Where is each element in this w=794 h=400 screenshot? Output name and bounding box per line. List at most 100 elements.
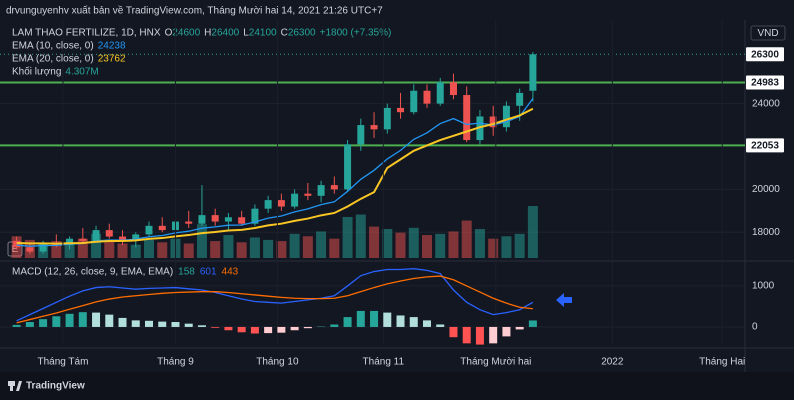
- logo-part: [10, 386, 13, 391]
- candle-body: [277, 200, 285, 207]
- histogram-bar: [502, 326, 511, 337]
- level-tag: [746, 138, 784, 153]
- histogram-bar: [290, 326, 299, 331]
- candle-body: [66, 238, 74, 246]
- candle-body: [119, 236, 127, 241]
- candle-body: [529, 54, 537, 91]
- x-tick-label: 2022: [601, 357, 624, 368]
- volume-bar: [236, 242, 247, 258]
- footer-brand: TradingView: [26, 381, 85, 392]
- legend-change: +1800 (+7.35%): [320, 28, 392, 39]
- x-tick-label: Tháng 9: [157, 357, 194, 368]
- volume-bar: [183, 243, 194, 258]
- histogram-bar: [118, 317, 127, 327]
- x-tick-label: Tháng 10: [256, 357, 299, 368]
- histogram-bar: [237, 326, 246, 333]
- volume-bar: [263, 239, 274, 258]
- histogram-bar: [171, 322, 180, 327]
- candle-body: [238, 217, 246, 224]
- histogram-bar: [264, 326, 273, 334]
- volume-bar: [474, 229, 485, 258]
- x-tick-label: Tháng Tám: [37, 357, 88, 368]
- legend-ohlc-value: 26300: [288, 28, 316, 39]
- legend-ohlc-value: 24100: [249, 28, 277, 39]
- legend-ohlc-value: 24600: [172, 28, 200, 39]
- y-tick-label: 0: [752, 322, 758, 333]
- volume-bar: [302, 236, 313, 258]
- legend-ohlc-letter: H: [204, 28, 211, 39]
- histogram-bar: [65, 313, 74, 327]
- legend-volume-name: Khối lượng: [12, 66, 61, 78]
- volume-bar: [104, 241, 115, 258]
- candle-body: [251, 208, 259, 224]
- ema-line: [16, 107, 534, 245]
- candle-body: [158, 225, 166, 231]
- last-price-label: 26300: [751, 49, 779, 60]
- volume-bar: [210, 241, 221, 258]
- x-tick-label: Tháng Mười hai: [460, 357, 531, 368]
- volume-bar: [249, 237, 260, 258]
- histogram-bar: [515, 326, 524, 330]
- histogram-bar: [105, 314, 114, 327]
- last-price-tag: [746, 47, 784, 62]
- legend-ohlc-letter: C: [281, 28, 288, 39]
- candle-body: [344, 144, 352, 190]
- histogram-bar: [250, 326, 259, 334]
- volume-bar: [488, 238, 499, 258]
- candle-body: [198, 215, 206, 224]
- legend-macd-value: 158: [178, 267, 195, 278]
- candle-body: [383, 107, 391, 130]
- histogram-bar: [475, 326, 484, 345]
- histogram-bar: [12, 324, 21, 327]
- histogram-bar: [144, 320, 153, 327]
- level-tag-label: 24983: [751, 78, 779, 89]
- candle-body: [13, 240, 21, 248]
- volume-bar: [514, 233, 525, 258]
- histogram-bar: [211, 326, 220, 328]
- histogram-bar: [158, 321, 167, 327]
- legend-volume-value: 4.307M: [65, 67, 98, 78]
- logo-part: [16, 381, 22, 391]
- volume-bar: [329, 238, 340, 258]
- x-tick-label: Tháng Hai: [699, 357, 745, 368]
- pointer-arrow: [556, 293, 572, 307]
- candle-body: [224, 217, 232, 222]
- histogram-bar: [92, 312, 101, 327]
- y-tick-label: 24000: [752, 98, 780, 109]
- y-tick-label: 20000: [752, 184, 780, 195]
- candle-body: [370, 125, 378, 130]
- y-tick-label: 1000: [752, 281, 775, 292]
- level-tag-label: 22053: [751, 141, 779, 152]
- legend-title: LAM THAO FERTILIZE, 1D, HNX: [12, 28, 161, 39]
- volume-bar: [382, 229, 393, 258]
- candle-body: [357, 125, 365, 145]
- macd-line: [16, 275, 533, 324]
- candle-body: [489, 116, 497, 128]
- volume-bar: [91, 233, 102, 258]
- volume-bar: [196, 224, 207, 258]
- volume-bar: [342, 216, 353, 258]
- volume-bar: [51, 241, 62, 258]
- legend-macd-value: 601: [200, 267, 217, 278]
- histogram-bar: [78, 312, 87, 327]
- candle-body: [132, 234, 140, 241]
- volume-bar: [316, 231, 327, 258]
- publish-header: drvunguyenhv xuất bản về TradingView.com…: [6, 5, 383, 17]
- volume-bar: [395, 232, 406, 258]
- logo-part: [8, 381, 15, 386]
- volume-bar: [117, 243, 128, 258]
- candle-body: [463, 95, 471, 141]
- macd-line: [16, 268, 534, 322]
- histogram-bar: [409, 317, 418, 327]
- volume-bar: [501, 236, 512, 258]
- footer-bar: [0, 372, 794, 400]
- candle-body: [185, 221, 193, 224]
- candle-body: [39, 242, 47, 252]
- histogram-bar: [330, 324, 339, 327]
- candle-body: [92, 230, 100, 241]
- histogram-bar: [184, 323, 193, 327]
- histogram-bar: [489, 326, 498, 344]
